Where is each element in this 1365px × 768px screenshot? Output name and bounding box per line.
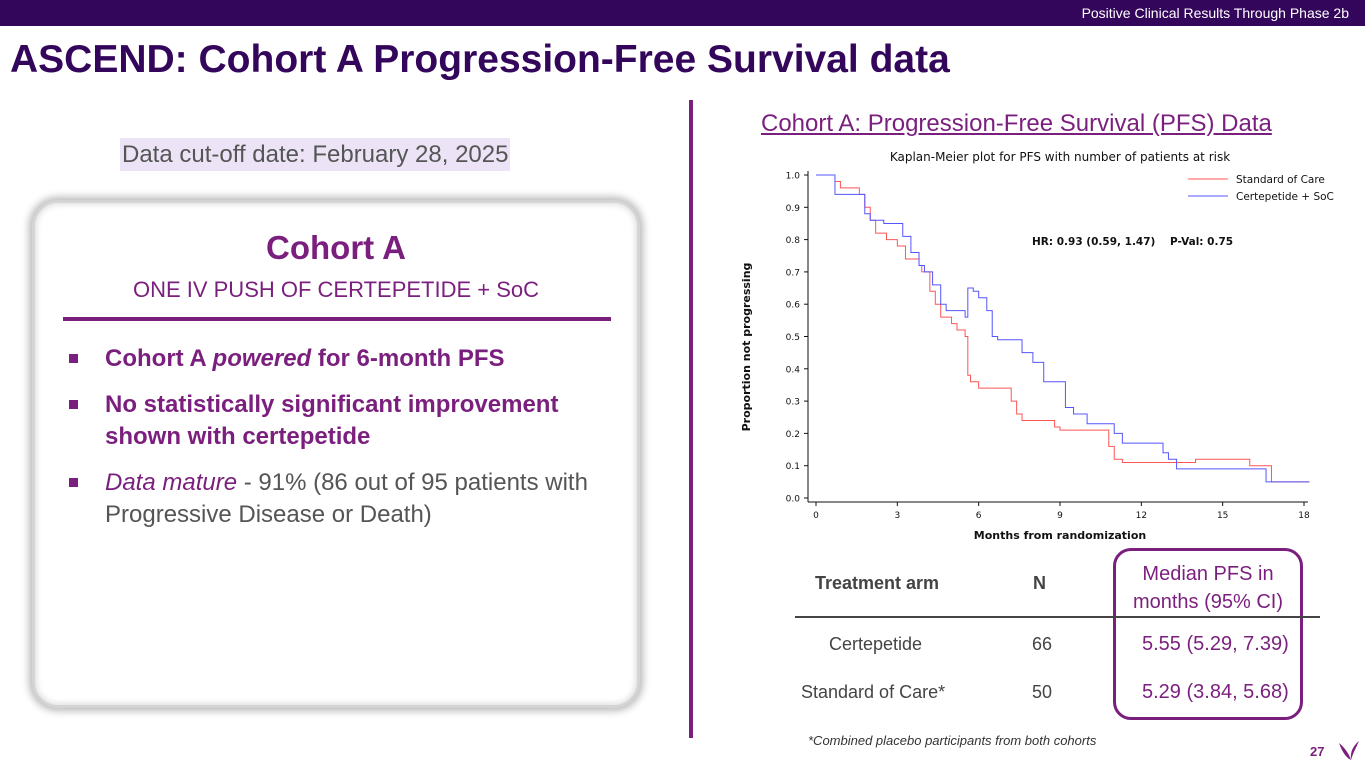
cohort-subtitle: ONE IV PUSH OF CERTEPETIDE + SoC	[132, 277, 540, 302]
bullet-text: - 91% (86 out of 95 patients with Progre…	[105, 469, 588, 528]
x-tick-label: 18	[1298, 511, 1310, 521]
top-bar: Positive Clinical Results Through Phase …	[0, 0, 1365, 26]
vertical-divider	[689, 100, 693, 738]
y-tick-label: 0.0	[786, 495, 801, 505]
page-number: 27	[1310, 744, 1325, 759]
row-arm: Standard of Care*	[801, 682, 946, 702]
y-tick-label: 0.9	[786, 204, 801, 214]
cohort-card: Cohort A ONE IV PUSH OF CERTEPETIDE + So…	[32, 200, 640, 708]
chart-series	[816, 174, 1310, 483]
chart-legend: Standard of Care Certepetide + SoC	[1188, 174, 1334, 203]
y-tick-label: 0.5	[786, 333, 800, 343]
col-header-n: N	[1033, 573, 1046, 593]
bullet-text: Cohort A	[105, 345, 213, 372]
bullet-emphasis: powered	[212, 345, 312, 372]
x-tick-label: 3	[894, 511, 900, 521]
bullet-item: Cohort A powered for 6-month PFS	[65, 343, 625, 375]
bullet-text: No statistically significant improvement…	[105, 391, 559, 450]
x-tick-label: 9	[1057, 511, 1063, 521]
col-header-arm: Treatment arm	[815, 573, 940, 593]
page-title: ASCEND: Cohort A Progression-Free Surviv…	[10, 38, 950, 81]
col-header-median: Median PFS in months (95% CI)	[1132, 563, 1284, 613]
y-axis-label: Proportion not progressing	[740, 263, 753, 432]
y-tick-label: 0.6	[786, 301, 801, 311]
x-tick-label: 12	[1136, 511, 1147, 521]
x-tick-label: 0	[813, 511, 819, 521]
row-median: 5.55 (5.29, 7.39)	[1142, 633, 1289, 655]
y-tick-label: 0.7	[786, 268, 800, 278]
bullet-item: Data mature - 91% (86 out of 95 patients…	[65, 467, 625, 531]
cutoff-date: Data cut-off date: February 28, 2025	[120, 138, 511, 171]
legend-label: Certepetide + SoC	[1236, 191, 1334, 203]
bullet-list: Cohort A powered for 6-month PFS No stat…	[65, 343, 625, 545]
row-n: 50	[1032, 682, 1053, 702]
km-curve-certepetide-soc	[816, 174, 1310, 483]
row-n: 66	[1032, 634, 1053, 654]
median-highlight-box	[1113, 548, 1303, 720]
y-tick-label: 0.8	[786, 236, 801, 246]
bullet-text: for 6-month PFS	[311, 345, 505, 372]
cohort-title: Cohort A	[266, 229, 406, 266]
chart-axes: 0.0 0.1 0.2 0.3 0.4 0.5 0.6 0.7 0.8 0.9 1.0 0 3 6 9 12 1…	[786, 171, 1310, 521]
chart-title: Kaplan-Meier plot for PFS with number of…	[890, 150, 1230, 164]
cohort-rule	[63, 317, 611, 321]
company-logo-icon	[1339, 741, 1359, 760]
y-tick-label: 1.0	[786, 172, 801, 182]
chart-heading: Cohort A: Progression-Free Survival (PFS…	[761, 110, 1272, 137]
row-median: 5.29 (3.84, 5.68)	[1142, 681, 1289, 703]
table-rule	[795, 616, 1320, 618]
y-tick-label: 0.3	[786, 398, 800, 408]
footnote: *Combined placebo participants from both…	[808, 733, 1097, 748]
results-table: Treatment arm N Median PFS in months (95…	[795, 548, 1320, 720]
bullet-item: No statistically significant improvement…	[65, 389, 625, 453]
square-bullet-icon	[69, 354, 78, 363]
bullet-emphasis: Data mature	[105, 469, 238, 496]
header-tagline: Positive Clinical Results Through Phase …	[1081, 5, 1349, 21]
y-tick-label: 0.2	[786, 430, 800, 440]
hr-annotation: HR: 0.93 (0.59, 1.47) P-Val: 0.75	[1032, 236, 1233, 248]
legend-label: Standard of Care	[1236, 174, 1325, 186]
x-tick-label: 15	[1217, 511, 1228, 521]
km-curve-standard-of-care	[816, 174, 1310, 483]
km-chart: Kaplan-Meier plot for PFS with number of…	[740, 150, 1334, 542]
x-tick-label: 6	[976, 511, 982, 521]
square-bullet-icon	[69, 400, 78, 409]
square-bullet-icon	[69, 478, 78, 487]
y-tick-label: 0.4	[786, 365, 801, 375]
y-tick-label: 0.1	[786, 462, 800, 472]
row-arm: Certepetide	[829, 634, 923, 654]
x-axis-label: Months from randomization	[974, 529, 1146, 542]
